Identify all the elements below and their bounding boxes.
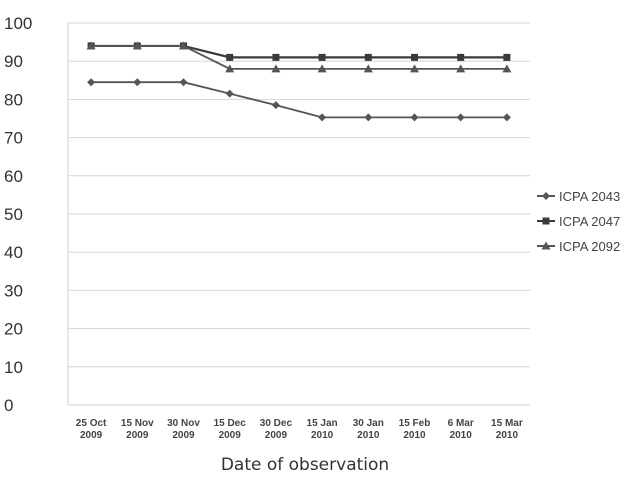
- x-tick-label: 30 Dec 2009: [260, 418, 293, 441]
- data-point-icpa-2043: [364, 113, 373, 122]
- data-point-icpa-2092: [317, 64, 327, 73]
- x-tick-label: 15 Jan 2010: [307, 418, 338, 441]
- x-tick-label: 6 Mar 2010: [448, 418, 474, 441]
- data-point-icpa-2043: [87, 78, 96, 87]
- y-tick-label: 70: [4, 129, 23, 148]
- data-point-icpa-2092: [363, 64, 373, 73]
- legend-marker: [542, 217, 550, 225]
- series-lines: [86, 41, 512, 122]
- data-point-icpa-2043: [179, 78, 188, 87]
- legend-item-icpa-2043: ICPA 2043: [537, 189, 620, 204]
- data-point-icpa-2092: [410, 64, 419, 73]
- x-axis-label: Date of observation: [221, 455, 389, 475]
- data-point-icpa-2047: [272, 53, 280, 61]
- data-point-icpa-2092: [86, 41, 96, 50]
- data-point-icpa-2047: [411, 53, 418, 61]
- data-point-icpa-2047: [318, 53, 326, 61]
- data-point-icpa-2047: [503, 53, 511, 61]
- legend-label: ICPA 2047: [559, 214, 620, 229]
- series-line-icpa-2047: [91, 44, 507, 59]
- data-point-icpa-2043: [271, 101, 280, 110]
- data-point-icpa-2092: [502, 64, 512, 73]
- y-tick-label: 20: [4, 320, 23, 339]
- data-point-icpa-2043: [410, 113, 419, 122]
- x-axis-tick-labels: 25 Oct 2009 15 Nov 2009 30 Nov 2009 15 Dec 2009…: [76, 418, 523, 441]
- x-tick-label: 15 Mar 2010: [491, 418, 523, 441]
- x-tick-label: 15 Nov 2009: [121, 418, 154, 441]
- data-point-icpa-2047: [364, 53, 372, 61]
- legend-item-icpa-2092: ICPA 2092: [537, 239, 620, 254]
- data-point-icpa-2043: [225, 89, 234, 98]
- data-point-icpa-2092: [179, 41, 188, 50]
- gridlines: [67, 22, 530, 406]
- y-axis-tick-labels: 0 10 20 30 40 50 60 70 80 90 100: [4, 14, 32, 415]
- series-icpa-2043: [87, 78, 511, 122]
- y-tick-label: 80: [4, 90, 23, 109]
- data-point-icpa-2043: [456, 113, 465, 122]
- y-tick-label: 40: [4, 243, 23, 262]
- x-tick-label: 15 Dec 2009: [214, 418, 247, 441]
- legend-marker: [541, 241, 551, 250]
- legend-label: ICPA 2092: [559, 239, 620, 254]
- series-line-icpa-2043: [91, 81, 507, 119]
- y-tick-label: 10: [4, 358, 23, 377]
- legend-marker: [542, 192, 550, 200]
- y-tick-label: 30: [4, 281, 23, 300]
- data-point-icpa-2043: [502, 113, 511, 122]
- data-point-icpa-2092: [456, 64, 466, 73]
- y-tick-label: 0: [4, 396, 13, 415]
- legend: ICPA 2043 ICPA 2047 ICPA 2092: [537, 189, 620, 254]
- y-tick-label: 50: [4, 205, 23, 224]
- legend-label: ICPA 2043: [559, 189, 620, 204]
- x-tick-label: 30 Jan 2010: [353, 418, 384, 441]
- y-tick-label: 90: [4, 52, 23, 71]
- legend-item-icpa-2047: ICPA 2047: [537, 214, 620, 229]
- x-tick-label: 15 Feb 2010: [399, 418, 431, 441]
- data-point-icpa-2092: [271, 64, 281, 73]
- data-point-icpa-2092: [225, 64, 235, 73]
- data-point-icpa-2043: [133, 78, 142, 87]
- data-point-icpa-2047: [226, 53, 234, 61]
- y-tick-label: 100: [4, 14, 32, 33]
- data-point-icpa-2047: [457, 53, 465, 61]
- data-point-icpa-2092: [132, 41, 142, 50]
- series-icpa-2092: [86, 41, 512, 73]
- x-tick-label: 25 Oct 2009: [76, 418, 107, 441]
- y-tick-label: 60: [4, 167, 23, 186]
- series-line-icpa-2092: [91, 45, 507, 70]
- x-tick-label: 30 Nov 2009: [167, 418, 200, 441]
- data-point-icpa-2043: [318, 113, 327, 122]
